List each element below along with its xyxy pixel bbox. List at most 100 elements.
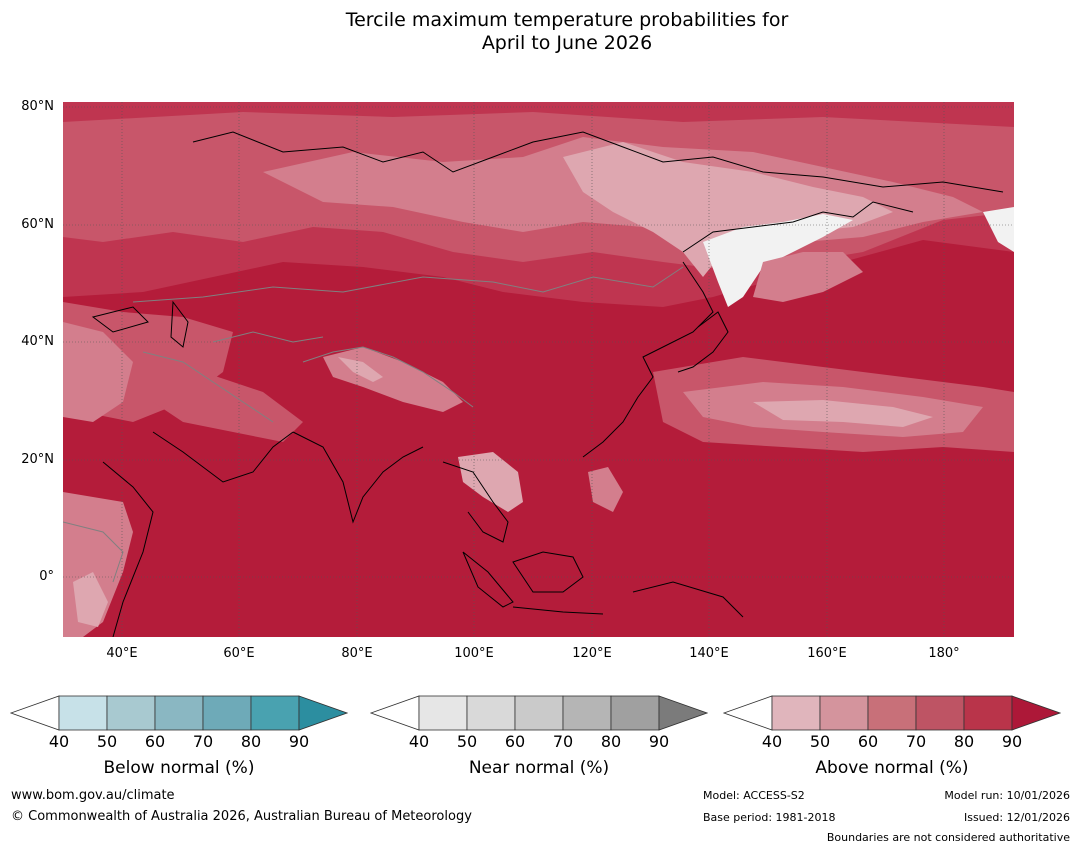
near-normal-title: Near normal (%) [468,758,610,778]
border-middle-east [142,351,274,423]
coastlines [91,131,1004,637]
near-swatch-under-40 [370,695,420,731]
graticule [63,102,1014,637]
below-tick-90: 90 [288,732,310,751]
map-canvas [63,102,1014,637]
near-tick-60: 60 [504,732,526,751]
footer-base-period: Base period: 1981-2018 [703,811,836,824]
footer-model-run: Model run: 10/01/2026 [944,789,1070,802]
near-tick-70: 70 [552,732,574,751]
border-china-west [302,346,474,408]
lat-label-40n: 40°N [21,334,54,349]
below-swatch-70-80 [202,695,252,731]
below-swatch-40-50 [58,695,108,731]
colorbar-above-normal [723,695,1061,731]
coast-caspian [170,300,189,348]
near-swatch-60-70 [514,695,564,731]
country-borders [63,266,684,583]
below-swatch-60-70 [154,695,204,731]
region-west-pacific-above-50 [753,400,933,427]
region-middle-east-above-70 [143,362,303,442]
above-swatch-50-60 [819,695,869,731]
near-tick-40: 40 [408,732,430,751]
region-bering-neutral [983,207,1014,252]
lon-label-140e: 140°E [689,646,729,661]
title-line-1: Tercile maximum temperature probabilitie… [345,9,789,31]
lon-label-100e: 100°E [454,646,494,661]
below-tick-60: 60 [144,732,166,751]
near-tick-50: 50 [456,732,478,751]
above-tick-70: 70 [905,732,927,751]
lon-label-120e: 120°E [572,646,612,661]
coast-east-asia [582,261,714,458]
near-swatch-70-80 [562,695,612,731]
chart-title: Tercile maximum temperature probabilitie… [0,9,1081,55]
coast-borneo [512,551,584,593]
above-tick-50: 50 [809,732,831,751]
lat-label-20n: 20°N [21,452,54,467]
above-swatch-40-50 [771,695,821,731]
near-swatch-50-60 [466,695,516,731]
below-swatch-over-90 [298,695,348,731]
region-philippines-above-60 [588,467,623,512]
probability-map[interactable] [63,102,1014,637]
near-swatch-40-50 [418,695,468,731]
region-kamchatka-near-neutral [703,214,853,307]
above-tick-80: 80 [953,732,975,751]
above-tick-60: 60 [857,732,879,751]
lat-label-0: 0° [39,569,54,584]
below-tick-80: 80 [240,732,262,751]
below-tick-50: 50 [96,732,118,751]
region-kuril-above-60 [753,252,863,302]
above-swatch-under-40 [723,695,773,731]
below-swatch-80-90 [250,695,300,731]
footer-copyright: © Commonwealth of Australia 2026, Austra… [11,809,472,824]
above-swatch-60-70 [867,695,917,731]
coast-new-guinea [632,581,744,618]
lat-label-80n: 80°N [21,99,54,114]
near-swatch-over-90 [658,695,708,731]
coast-indochina [442,461,509,543]
title-line-2: April to June 2026 [481,32,653,54]
footer-website[interactable]: www.bom.gov.au/climate [11,788,175,803]
above-swatch-80-90 [963,695,1013,731]
near-tick-90: 90 [648,732,670,751]
coast-japan [677,311,729,373]
below-swatch-under-40 [10,695,60,731]
below-tick-40: 40 [48,732,70,751]
footer-model: Model: ACCESS-S2 [703,789,805,802]
lon-label-160e: 160°E [807,646,847,661]
region-indochina-above-50 [458,452,523,512]
lon-label-40e: 40°E [106,646,138,661]
coast-java [512,606,604,615]
above-swatch-over-90 [1011,695,1061,731]
above-tick-40: 40 [761,732,783,751]
above-normal-title: Above normal (%) [815,758,969,778]
coast-sumatra [462,551,514,608]
colorbar-below-normal [10,695,348,731]
region-himalaya-above-50 [338,357,383,382]
region-east-siberia-above-50 [563,142,893,277]
lon-label-80e: 80°E [341,646,373,661]
below-tick-70: 70 [192,732,214,751]
near-tick-80: 80 [600,732,622,751]
above-swatch-70-80 [915,695,965,731]
coast-okhotsk [682,201,914,253]
border-central-asia [212,331,324,343]
coast-arctic [192,131,1004,193]
above-tick-90: 90 [1001,732,1023,751]
border-africa [63,521,124,583]
coast-east-africa [102,461,154,637]
border-russia-south [132,266,684,303]
lat-label-60n: 60°N [21,217,54,232]
region-north-africa-above-60 [63,322,133,422]
coast-black-sea [91,306,149,333]
below-normal-title: Below normal (%) [103,758,255,778]
lon-label-180: 180° [928,646,960,661]
below-swatch-50-60 [106,695,156,731]
coast-india [292,431,424,524]
region-east-africa-above-50 [73,572,108,627]
near-swatch-80-90 [610,695,660,731]
lon-label-60e: 60°E [223,646,255,661]
footer-disclaimer: Boundaries are not considered authoritat… [826,831,1070,844]
